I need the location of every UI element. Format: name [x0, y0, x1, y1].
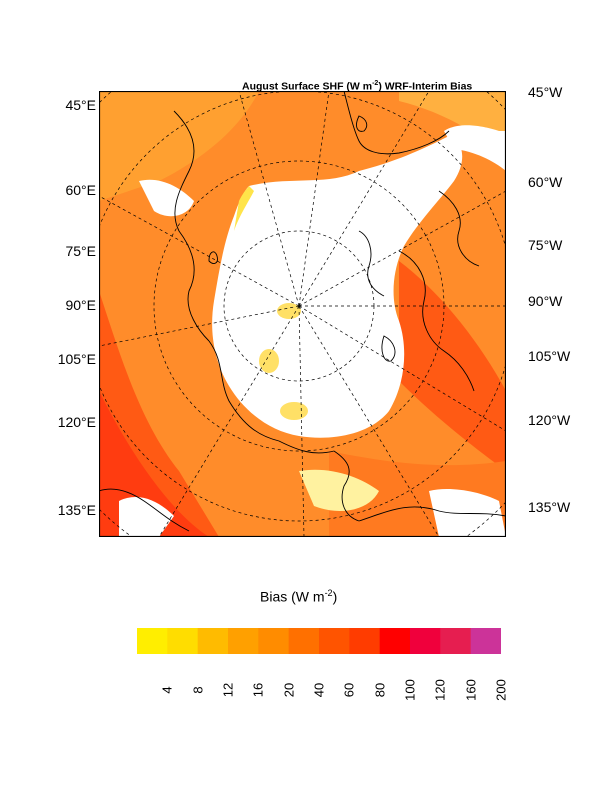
left-lat-label: 75°E	[65, 243, 96, 259]
ice-edge-yellow	[234, 186, 254, 231]
colorbar-swatch	[379, 628, 411, 654]
low-bias-patch	[277, 303, 301, 319]
right-lat-label: 135°W	[528, 499, 571, 515]
colorbar-tick-label: 16	[250, 682, 266, 698]
bias-region-east	[399, 261, 506, 471]
colorbar-tick-label: 12	[220, 682, 236, 698]
bias-region-northeast	[399, 91, 506, 161]
left-lat-label: 120°E	[57, 414, 96, 430]
colorbar-swatch	[258, 628, 290, 654]
map-title: August Surface SHF (W m-2) WRF-Interim B…	[242, 80, 473, 93]
colorbar-swatch	[410, 628, 441, 654]
colorbar-swatch	[319, 628, 350, 654]
colorbar-title: Bias (W m-2)	[260, 588, 338, 605]
left-lat-label: 135°E	[57, 502, 96, 518]
map-border	[99, 91, 506, 537]
sea-ice-northeast	[444, 125, 506, 171]
right-lat-label: 105°W	[528, 348, 571, 364]
left-lat-label: 90°E	[65, 297, 96, 313]
colorbar-swatch	[228, 628, 259, 654]
low-bias-patch	[280, 402, 308, 420]
sea-ice-west	[139, 179, 194, 217]
colorbar-tick-label: 4	[159, 686, 175, 694]
right-lat-label: 60°W	[528, 174, 563, 190]
left-lat-label: 45°E	[65, 97, 96, 113]
colorbar-tick-label: 120	[432, 679, 448, 701]
colorbar-swatch	[167, 628, 199, 654]
colorbar-swatch	[470, 628, 501, 654]
colorbar-tick-label: 8	[190, 686, 206, 694]
sea-ice-south	[299, 469, 379, 511]
right-lat-label: 45°W	[528, 84, 563, 100]
graticule	[99, 91, 506, 537]
colorbar-tick-label: 40	[311, 682, 327, 698]
left-lat-label: 60°E	[65, 182, 96, 198]
colorbar	[137, 628, 501, 654]
right-lat-label: 75°W	[528, 237, 563, 253]
colorbar-swatch	[288, 628, 320, 654]
colorbar-swatch	[349, 628, 381, 654]
colorbar-tick-label: 20	[281, 682, 297, 698]
colorbar-swatch	[137, 628, 168, 654]
colorbar-tick-label: 200	[493, 679, 509, 701]
coastlines	[99, 91, 506, 532]
colorbar-tick-label: 80	[372, 682, 388, 698]
colorbar-tick-label: 100	[402, 679, 418, 701]
right-lat-label: 90°W	[528, 293, 563, 309]
left-lat-label: 105°E	[57, 351, 96, 367]
colorbar-tick-label: 60	[341, 682, 357, 698]
bias-map	[99, 91, 506, 537]
bias-region-northwest	[99, 91, 259, 201]
low-bias-patch	[259, 349, 279, 373]
colorbar-swatch	[440, 628, 472, 654]
sea-ice-southeast	[429, 489, 506, 537]
colorbar-swatch	[197, 628, 229, 654]
right-lat-label: 120°W	[528, 412, 571, 428]
colorbar-tick-label: 160	[463, 679, 479, 701]
low-bias-southwest	[119, 496, 174, 537]
